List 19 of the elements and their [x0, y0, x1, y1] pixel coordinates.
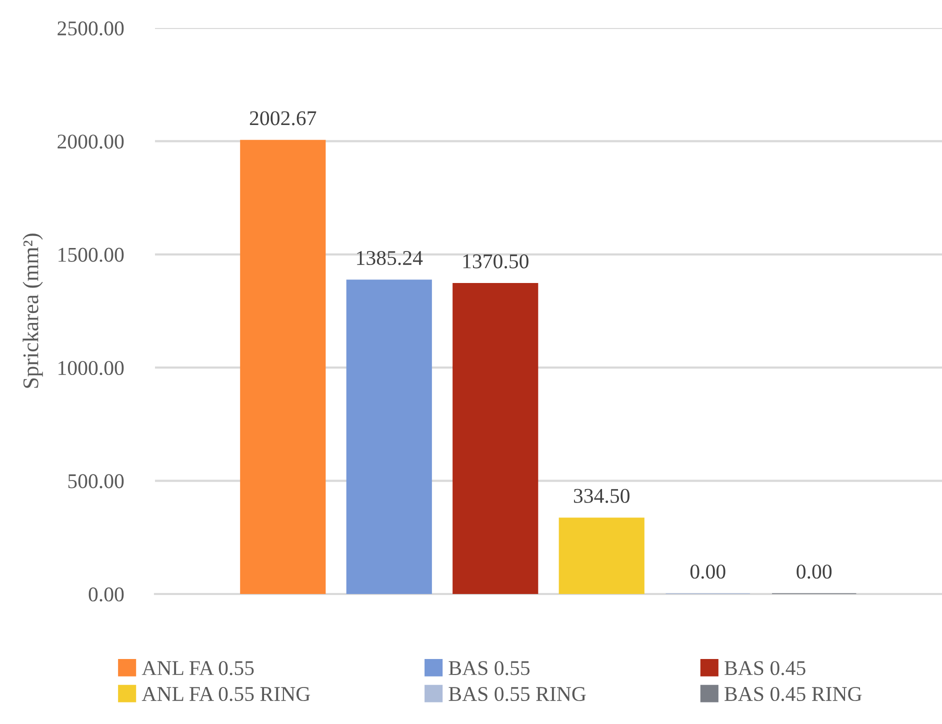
y-axis-title: Sprickarea (mm²) — [22, 234, 43, 388]
data-label: 2002.67 — [250, 111, 316, 126]
data-label: 0.00 — [690, 564, 726, 579]
y-tick-label: 1500.00 — [58, 248, 124, 262]
legend-label: BAS 0.45 RING — [724, 686, 862, 702]
legend-label: BAS 0.55 RING — [448, 686, 586, 702]
data-label: 1385.24 — [357, 250, 423, 266]
y-tick-label: 2000.00 — [58, 134, 124, 149]
data-label: 1370.50 — [463, 254, 528, 268]
legend-label: ANL FA 0.55 RING — [142, 686, 310, 702]
data-label: 0.00 — [796, 564, 832, 579]
y-tick-label: 500.00 — [68, 474, 124, 488]
data-label: 334.50 — [574, 488, 630, 504]
legend-label: BAS 0.45 — [724, 661, 806, 676]
legend-label: ANL FA 0.55 — [142, 661, 254, 676]
y-tick-label: 0.00 — [88, 587, 124, 602]
y-tick-label: 2500.00 — [58, 21, 124, 36]
legend-label: BAS 0.55 — [448, 661, 530, 676]
y-tick-label: 1000.00 — [58, 360, 124, 376]
